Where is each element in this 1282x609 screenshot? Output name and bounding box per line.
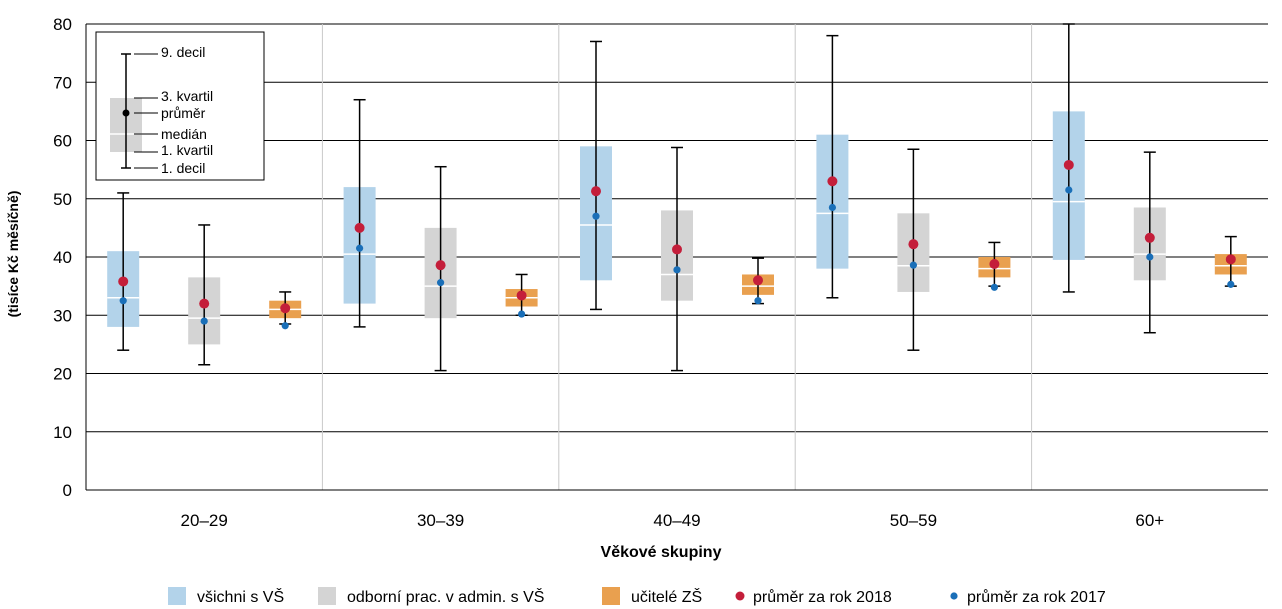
x-axis-ticks: 20–29 30–39 40–49 50–59 60+ [181,511,1165,530]
inset-label-median: medián [161,126,207,142]
legend-item-4: průměr za rok 2017 [950,588,1106,606]
x-tick-label: 50–59 [890,511,937,530]
mean-2017-point [1146,253,1154,261]
mean-2017-point [1065,186,1073,194]
box-1-2 [661,146,693,372]
legend-item-0: všichni s VŠ [168,587,284,606]
legend-item-2: učitelé ZŠ [602,587,702,606]
legend-label: odborní prac. v admin. s VŠ [347,587,544,606]
axes [85,24,1268,491]
mean-2018-point [989,258,1000,269]
mean-2018-point [199,298,210,309]
box-1-1 [424,165,457,372]
x-tick-label: 20–29 [181,511,228,530]
mean-2017-point [909,261,918,269]
x-tick-label: 60+ [1135,511,1164,530]
legend-swatch [318,587,336,605]
mean-2017-point [518,310,526,318]
mean-2018-point [591,186,601,197]
y-tick-label: 70 [53,73,72,92]
mean-2017-point [1227,280,1235,288]
y-tick-label: 60 [53,132,72,151]
box-0-2 [580,40,612,311]
mean-2018-point [1225,254,1236,265]
legend-item-1: odborní prac. v admin. s VŠ [318,587,544,606]
mean-2018-point [827,176,838,187]
y-axis-ticks: 0 10 20 30 40 50 60 70 80 [53,15,72,500]
mean-2017-point [828,203,837,212]
inset-label-d9: 9. decil [161,44,205,60]
legend-marker [950,592,958,600]
mean-2017-point [200,317,208,325]
mean-2017-point [990,283,999,291]
box-2-2 [742,257,774,305]
y-tick-label: 0 [63,481,72,500]
mean-2018-point [354,222,365,233]
y-tick-label: 80 [53,15,72,34]
box-2-0 [269,291,302,330]
mean-2017-point [119,297,127,305]
inset-label-d1: 1. decil [161,160,205,176]
x-axis-title: Věkové skupiny [601,544,722,561]
mean-2018-point [908,239,919,250]
inset-label-mean: průměr [161,105,206,121]
box-0-0 [107,192,140,351]
legend: všichni s VŠ odborní prac. v admin. s VŠ u… [168,587,1106,606]
legend-item-3: průměr za rok 2018 [735,588,892,606]
box-0-1 [343,98,376,328]
legend-label: průměr za rok 2017 [967,588,1106,606]
y-tick-label: 30 [53,306,72,325]
mean-2017-point [754,297,762,305]
legend-swatch [168,587,186,605]
x-tick-label: 40–49 [653,511,700,530]
mean-2017-point [281,322,289,330]
mean-2018-point [118,276,129,287]
x-tick-label: 30–39 [417,511,464,530]
mean-2018-point [435,260,446,271]
box-series [107,23,1247,372]
box-2-3 [978,241,1011,291]
legend-marker [735,591,745,601]
legend-swatch [602,587,620,605]
box-1-3 [897,148,930,351]
mean-2018-point [1144,232,1155,243]
y-tick-label: 20 [53,365,72,384]
legend-label: všichni s VŠ [197,587,284,606]
legend-label: učitelé ZŠ [631,587,702,606]
mean-2018-point [1063,159,1074,170]
group-separators [321,24,1033,490]
mean-2017-point [673,266,681,274]
inset-label-q3: 3. kvartil [161,88,213,104]
box-0-3 [816,34,849,299]
box-2-4 [1214,235,1247,288]
inset-label-q1: 1. kvartil [161,142,213,158]
y-tick-label: 50 [53,190,72,209]
y-axis-title: (tisíce Kč měsíčně) [5,191,21,318]
legend-label: průměr za rok 2018 [753,588,892,606]
y-tick-label: 40 [53,248,72,267]
box-1-4 [1133,151,1166,334]
box-2-1 [505,273,538,318]
box-0-4 [1052,23,1085,293]
mean-2017-point [592,212,600,220]
y-tick-label: 10 [53,423,72,442]
mean-2017-point [437,279,445,287]
mean-2018-point [672,244,682,255]
mean-2018-point [516,290,527,301]
box-1-0 [188,224,221,366]
mean-2017-point [356,244,364,252]
mean-2018-point [753,275,763,286]
inset-mean-point [122,109,130,117]
mean-2018-point [280,303,291,314]
